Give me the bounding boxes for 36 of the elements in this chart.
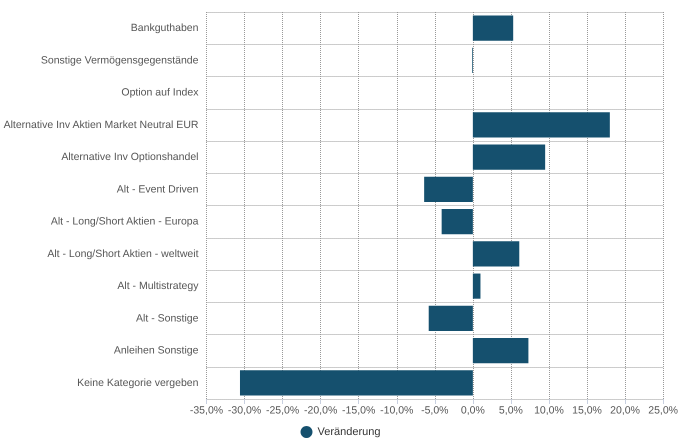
x-tick-label: -15,0% [342,404,376,416]
x-tick-label: 20,0% [610,404,640,416]
x-tick-label: -35,0% [190,404,224,416]
y-tick-label: Alt - Long/Short Aktien - weltweit [47,248,199,260]
bar [472,274,480,299]
bar [240,370,473,396]
y-tick-label: Bankguthaben [130,22,199,34]
y-tick-label: Anleihen Sonstige [114,344,199,357]
y-tick-label: Alt - Sonstige [136,312,199,324]
y-tick-label: Sonstige Vermögensgegenstände [40,54,199,66]
y-tick-label: Alt - Event Driven [116,183,199,196]
y-tick-label: Alt - Long/Short Aktien - Europa [50,216,199,228]
x-tick-label: 25,0% [648,404,678,416]
bar [472,241,520,266]
y-tick-label: Alt - Multistrategy [117,280,200,292]
bar [428,306,473,331]
x-tick-label: 10,0% [534,404,564,416]
bar [472,144,546,170]
x-tick-label: 0,0% [460,404,485,416]
bar [472,112,610,138]
y-tick-label: Keine Kategorie vergeben [77,376,199,389]
y-tick-label: Option auf Index [121,86,200,99]
y-tick-label: Alternative Inv Optionshandel [61,151,198,164]
legend-label: Veränderung [318,426,380,438]
x-tick-label: -25,0% [266,404,300,416]
bar [472,338,528,364]
x-tick-label: 15,0% [572,404,602,416]
x-tick-label: -10,0% [380,404,414,416]
x-tick-label: -30,0% [228,404,262,416]
x-tick-label: -20,0% [304,404,338,416]
y-tick-label: Alternative Inv Aktien Market Neutral EUR [4,118,199,131]
bar [472,16,514,41]
bar [424,176,473,202]
x-tick-label: -5,0% [421,404,449,416]
bar [442,209,473,234]
x-tick-label: 5,0% [498,404,523,416]
